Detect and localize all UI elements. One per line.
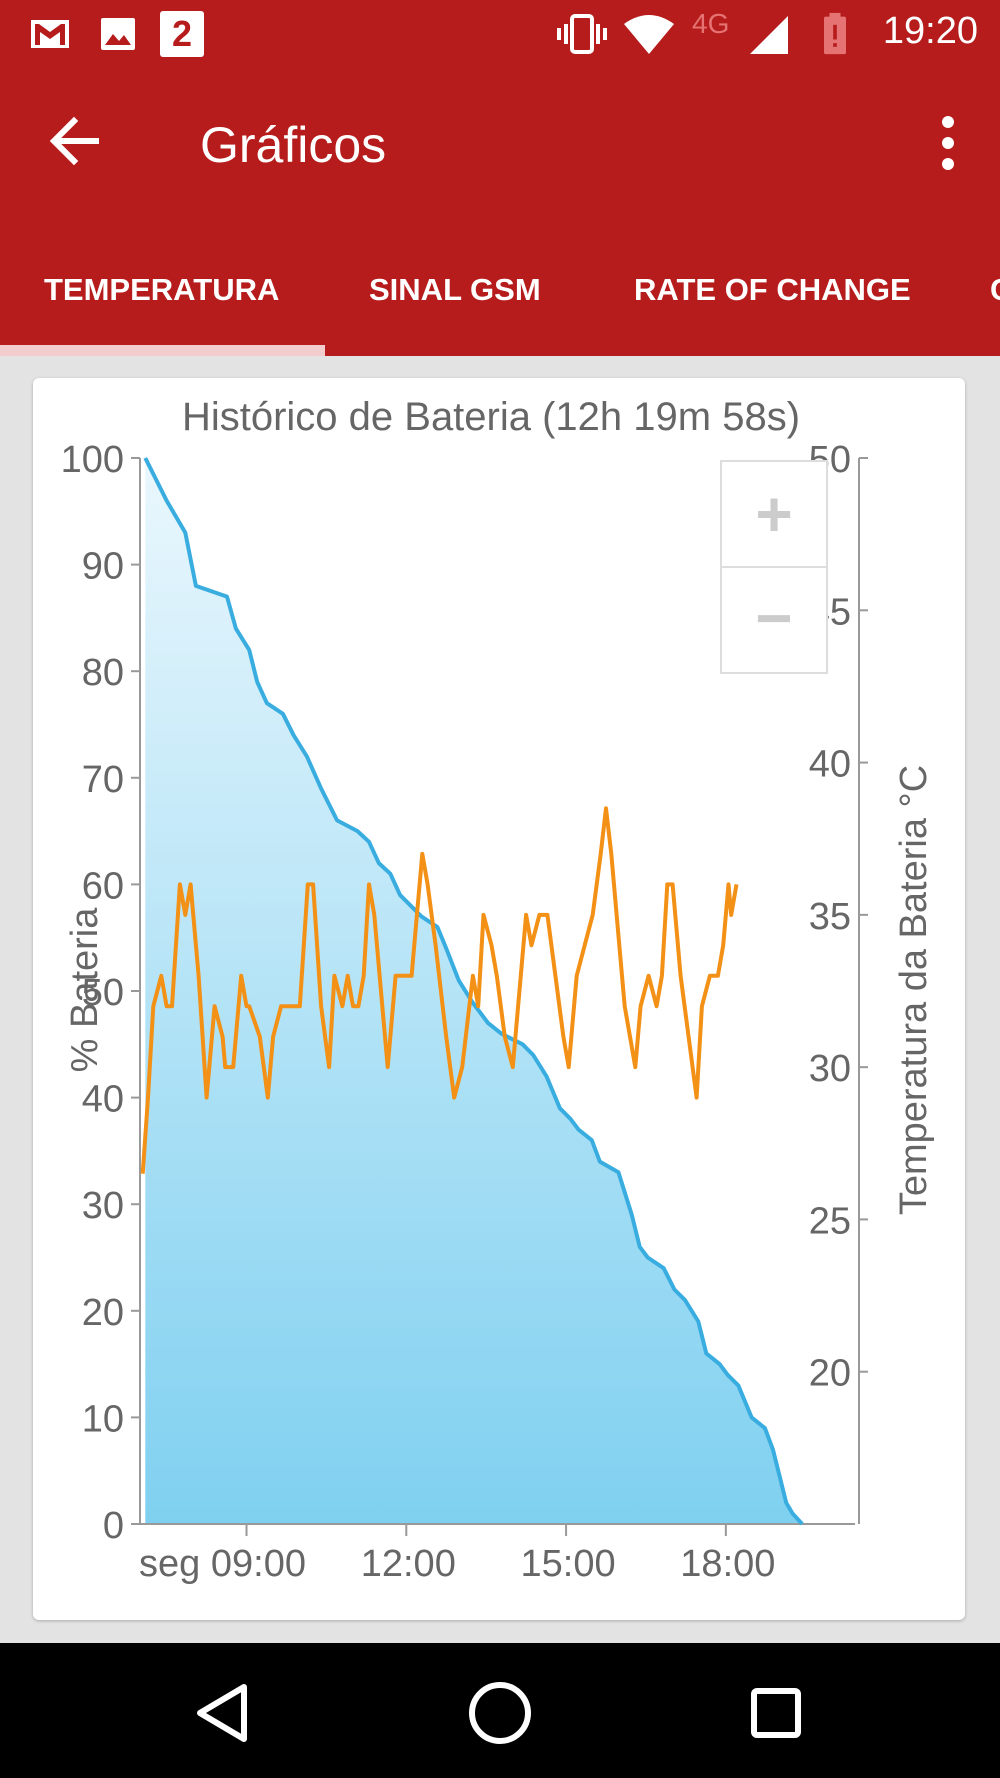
back-button[interactable] — [40, 106, 120, 176]
y-tick-label: 100 — [61, 439, 124, 481]
more-vert-icon — [942, 116, 954, 170]
tab-bar: TEMPERATURA SINAL GSM RATE OF CHANGE C — [0, 220, 1000, 356]
x-tick-label: 18:00 — [680, 1543, 775, 1585]
wifi-icon — [624, 15, 674, 54]
y2-tick-label: 30 — [809, 1048, 851, 1090]
tab-temperatura[interactable]: TEMPERATURA — [44, 272, 280, 307]
page-title: Gráficos — [200, 117, 387, 173]
clock: 19:20 — [882, 10, 978, 52]
tab-rate-of-change[interactable]: RATE OF CHANGE — [634, 272, 911, 307]
nav-back-button[interactable] — [184, 1673, 264, 1753]
y-tick-label: 0 — [103, 1505, 124, 1547]
x-tick-label: 12:00 — [361, 1543, 456, 1585]
y-axis-label: % Bateria — [64, 907, 106, 1073]
y2-tick-label: 25 — [809, 1200, 851, 1242]
y-tick-label: 50 — [82, 972, 124, 1014]
x-tick-label: seg 09:00 — [139, 1543, 306, 1585]
x-axis-ticks: seg 09:00 12:00 15:00 18:00 — [139, 1524, 775, 1585]
arrow-back-icon — [49, 116, 99, 166]
tab-next[interactable]: C — [990, 272, 1000, 308]
y-tick-label: 90 — [82, 546, 124, 588]
overflow-menu-button[interactable] — [918, 108, 978, 178]
battery-area-fill — [145, 458, 803, 1524]
nav-recents-button[interactable] — [736, 1673, 816, 1753]
navigation-bar — [0, 1643, 1000, 1778]
nav-home-button[interactable] — [460, 1673, 540, 1753]
x-tick-label: 15:00 — [521, 1543, 616, 1585]
y-tick-label: 10 — [82, 1398, 124, 1440]
y-tick-label: 70 — [82, 759, 124, 801]
app-bar: Gráficos — [0, 68, 1000, 220]
y2-tick-label: 20 — [809, 1353, 851, 1395]
network-type-label: 4G — [692, 8, 730, 39]
y-tick-label: 40 — [82, 1079, 124, 1121]
tab-indicator — [0, 345, 325, 356]
y-tick-label: 30 — [82, 1185, 124, 1227]
notification-count: 2 — [171, 13, 193, 54]
y2-tick-label: 35 — [809, 896, 851, 938]
battery-alert-icon — [824, 12, 846, 55]
zoom-out-icon: − — [755, 582, 792, 654]
y2-tick-label: 40 — [809, 744, 851, 786]
temperature-series-line — [140, 806, 739, 1174]
y-tick-label: 60 — [82, 865, 124, 907]
photo-icon — [101, 18, 135, 50]
battery-series-line — [143, 457, 804, 1526]
tab-sinal-gsm[interactable]: SINAL GSM — [369, 272, 541, 307]
gmail-icon — [31, 20, 69, 48]
chart-card: 0 10 20 30 40 50 60 70 80 90 100 20 25 30 35 40 45 50 se… — [33, 378, 965, 1620]
signal-icon — [750, 16, 788, 54]
y2-axis-label: Temperatura da Bateria °C — [893, 765, 935, 1215]
y-axis-ticks: 0 10 20 30 40 50 60 70 80 90 100 — [61, 439, 140, 1547]
status-bar: 2 4G 19:20 — [0, 0, 1000, 68]
chart-title: Histórico de Bateria (12h 19m 58s) — [182, 395, 800, 439]
zoom-controls: + − — [720, 460, 828, 674]
zoom-in-icon: + — [755, 478, 792, 550]
vibrate-icon — [557, 14, 607, 54]
circle-home-icon — [469, 1682, 531, 1744]
square-recents-icon — [751, 1688, 801, 1738]
y-tick-label: 80 — [82, 652, 124, 694]
triangle-back-icon — [197, 1684, 247, 1742]
notification-count-icon: 2 — [160, 11, 204, 57]
y-tick-label: 20 — [82, 1292, 124, 1334]
